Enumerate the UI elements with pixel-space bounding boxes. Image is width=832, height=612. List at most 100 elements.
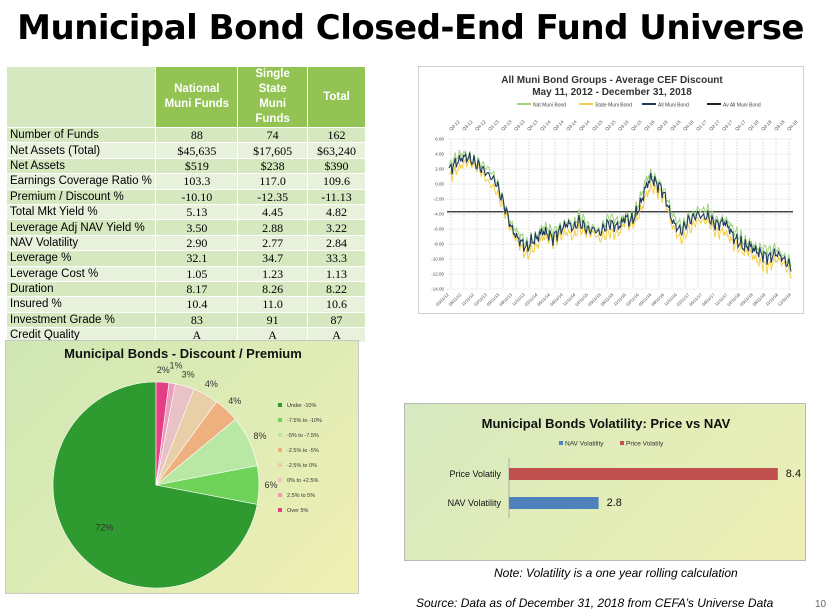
legend-swatch <box>620 441 624 445</box>
row-value: 4.45 <box>237 203 309 221</box>
legend-swatch <box>278 508 282 512</box>
row-value: 4.82 <box>307 203 366 221</box>
x-top-tick-label: Q1-17 <box>695 119 708 132</box>
legend-entry: Over 5% <box>287 508 309 514</box>
table-row: Insured % 10.4 11.0 10.6 <box>5 296 366 313</box>
legend-swatch <box>559 441 563 445</box>
x-top-tick-label: Q2-16 <box>656 119 669 132</box>
row-label: Net Assets <box>5 157 157 175</box>
row-value: 2.88 <box>237 219 309 236</box>
fund-statistics-table: National Muni Funds Single State Muni Fu… <box>5 66 366 344</box>
table-row: Leverage Cost % 1.05 1.23 1.13 <box>5 265 366 282</box>
table-row: Duration 8.17 8.26 8.22 <box>5 280 366 298</box>
row-value: $45,635 <box>155 142 239 159</box>
x-top-tick-label: Q3-18 <box>773 119 786 132</box>
legend-swatch <box>278 463 282 467</box>
average-discount-line-chart: All Muni Bond Groups - Average CEF Disco… <box>418 66 804 314</box>
bar-chart-title: Municipal Bonds Volatility: Price vs NAV <box>481 416 731 431</box>
pie-data-label: 6% <box>264 480 277 490</box>
line-chart-title: All Muni Bond Groups - Average CEF Disco… <box>501 75 723 86</box>
row-value: 117.0 <box>237 173 309 190</box>
y-tick-label: 0.00 <box>435 182 444 187</box>
row-label: Duration <box>5 280 157 298</box>
row-label: Credit Quality <box>5 327 157 344</box>
table-row: Leverage % 32.1 34.7 33.3 <box>5 250 366 267</box>
row-label: Investment Grade % <box>5 311 157 329</box>
row-value: $17,605 <box>237 142 309 159</box>
row-label: Premium / Discount % <box>5 188 157 205</box>
pie-data-label: 2% <box>157 365 170 375</box>
row-value: 10.4 <box>155 296 239 313</box>
line-chart-svg: Nat Muni Bond State Muni Bond All Muni Bon… <box>431 103 799 308</box>
table-body: Number of Funds 88 74 162 Net Assets (Total)… <box>5 126 366 344</box>
x-top-tick-label: Q2-13 <box>500 119 513 132</box>
x-top-tick-label: Q4-15 <box>630 119 643 132</box>
row-value: A <box>307 327 366 344</box>
row-value: 2.77 <box>237 234 309 252</box>
x-top-tick-label: Q1-14 <box>539 119 552 132</box>
header-line: Single State <box>255 68 290 95</box>
row-value: 8.26 <box>237 280 309 298</box>
x-top-tick-label: Q1-18 <box>747 119 760 132</box>
table-row: Premium / Discount % -10.10 -12.35 -11.13 <box>5 188 366 205</box>
pie-data-label: 8% <box>254 431 267 441</box>
x-top-tick-label: Q2-12 <box>448 119 461 132</box>
row-label: NAV Volatility <box>5 234 157 252</box>
legend-entry: -7.5% to -10% <box>287 418 322 424</box>
x-top-tick-label: Q4-13 <box>526 119 539 132</box>
table-row: NAV Volatility 2.90 2.77 2.84 <box>5 234 366 252</box>
pie-data-label: 72% <box>95 523 113 533</box>
legend-entry: Av All Muni Bond <box>723 103 761 109</box>
source-note: Source: Data as of December 31, 2018 fro… <box>416 596 774 610</box>
row-value: 11.0 <box>237 296 309 313</box>
pie-data-label: 1% <box>169 360 182 370</box>
line-chart-subtitle: May 11, 2012 - December 31, 2018 <box>532 87 692 98</box>
y-tick-label: -4.00 <box>434 212 445 217</box>
legend-swatch <box>278 448 282 452</box>
row-value: $238 <box>237 157 309 175</box>
row-value: -11.13 <box>307 188 366 205</box>
row-value: -10.10 <box>155 188 239 205</box>
page-number: 10 <box>815 599 827 610</box>
pie-data-label: 3% <box>182 370 195 380</box>
row-value: 87 <box>307 311 366 329</box>
row-label: Leverage % <box>5 250 157 267</box>
row-label: Number of Funds <box>5 126 157 144</box>
x-top-tick-label: Q3-17 <box>721 119 734 132</box>
row-value: 83 <box>155 311 239 329</box>
row-value: 8.22 <box>307 280 366 298</box>
legend-entry: Under -10% <box>287 403 316 409</box>
y-tick-label: -10.00 <box>431 257 444 262</box>
series-state-muni-bond <box>448 155 792 279</box>
y-tick-label: 6.00 <box>435 137 444 142</box>
row-value: 74 <box>237 126 309 144</box>
row-value: 8.17 <box>155 280 239 298</box>
y-tick-label: 2.00 <box>435 167 444 172</box>
y-tick-label: -8.00 <box>434 242 445 247</box>
table-row: Earnings Coverage Ratio % 103.3 117.0 109.6 <box>5 173 366 190</box>
header-line: Muni Funds <box>164 98 230 110</box>
row-value: A <box>155 327 239 344</box>
y-tick-label: -14.00 <box>431 287 444 292</box>
x-top-tick-label: Q2-18 <box>760 119 773 132</box>
row-value: 2.84 <box>307 234 366 252</box>
row-value: 88 <box>155 126 239 144</box>
x-top-tick-label: Q4-18 <box>786 119 799 132</box>
table-row: Investment Grade % 83 91 87 <box>5 311 366 329</box>
legend-entry: State Muni Bond <box>595 103 632 109</box>
pie-data-label: 4% <box>205 379 218 389</box>
pie-chart-svg: 72% 6% 8% 4% 4% 3%1%2% Under -10% -7.5% to -10%… <box>52 360 322 589</box>
x-top-tick-label: Q1-15 <box>591 119 604 132</box>
row-value: 1.05 <box>155 265 239 282</box>
bar-chart-svg: NAV Volatility Price Volatily Price Volati… <box>448 441 801 518</box>
row-value: 5.13 <box>155 203 239 221</box>
row-value: $63,240 <box>307 142 366 159</box>
table-row: Total Mkt Yield % 5.13 4.45 4.82 <box>5 203 366 221</box>
legend-entry: -5% to -7.5% <box>287 433 319 439</box>
bar <box>509 497 599 509</box>
x-top-tick-label: Q2-17 <box>708 119 721 132</box>
header-total: Total <box>307 66 366 128</box>
table-row: Net Assets $519 $238 $390 <box>5 157 366 175</box>
x-bottom-tick-label: 12/31/18 <box>777 292 793 308</box>
series-all-muni-bond <box>448 152 792 272</box>
